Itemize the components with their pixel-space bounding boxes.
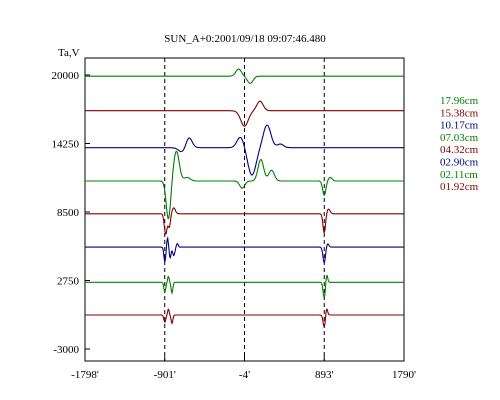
- series-line: [85, 274, 404, 299]
- y-tick-label: -3000: [53, 344, 79, 356]
- x-tick-label: 893': [315, 369, 334, 381]
- y-tick-label: 20000: [52, 70, 80, 82]
- legend-entry: 10.17cm: [440, 120, 479, 132]
- series-line: [85, 150, 404, 220]
- series-line: [85, 207, 404, 235]
- x-tick-label: -901': [154, 369, 176, 381]
- series-line: [85, 236, 404, 263]
- legend-entry: 15.38cm: [440, 107, 479, 119]
- y-tick-label: 8500: [57, 207, 80, 219]
- legend-entry: 01.92cm: [440, 181, 479, 193]
- x-tick-label: -4': [239, 369, 250, 381]
- series-line: [85, 308, 404, 328]
- x-ticks: -1798' -901' -4' 893' 1790': [71, 356, 416, 381]
- legend-entry: 17.96cm: [440, 95, 479, 107]
- legend-entry: 02.11cm: [440, 169, 478, 181]
- series-line: [85, 124, 404, 176]
- legend: 17.96cm15.38cm10.17cm07.03cm04.32cm02.90…: [440, 95, 479, 193]
- y-ticks: 20000 14250 8500 2750 -3000: [52, 70, 90, 356]
- legend-entry: 04.32cm: [440, 144, 479, 156]
- y-axis-label: Ta,V: [58, 47, 80, 59]
- series-line: [85, 100, 404, 127]
- x-tick-label: -1798': [71, 369, 99, 381]
- x-tick-label: 1790': [392, 369, 416, 381]
- reference-lines: [164, 58, 325, 361]
- y-tick-label: 2750: [57, 276, 80, 288]
- legend-entry: 02.90cm: [440, 157, 479, 169]
- series-lines: [85, 68, 404, 328]
- series-line: [85, 68, 404, 84]
- legend-entry: 07.03cm: [440, 132, 479, 144]
- y-tick-label: 14250: [52, 139, 80, 151]
- chart-title: SUN_A+0:2001/09/18 09:07:46.480: [164, 33, 326, 45]
